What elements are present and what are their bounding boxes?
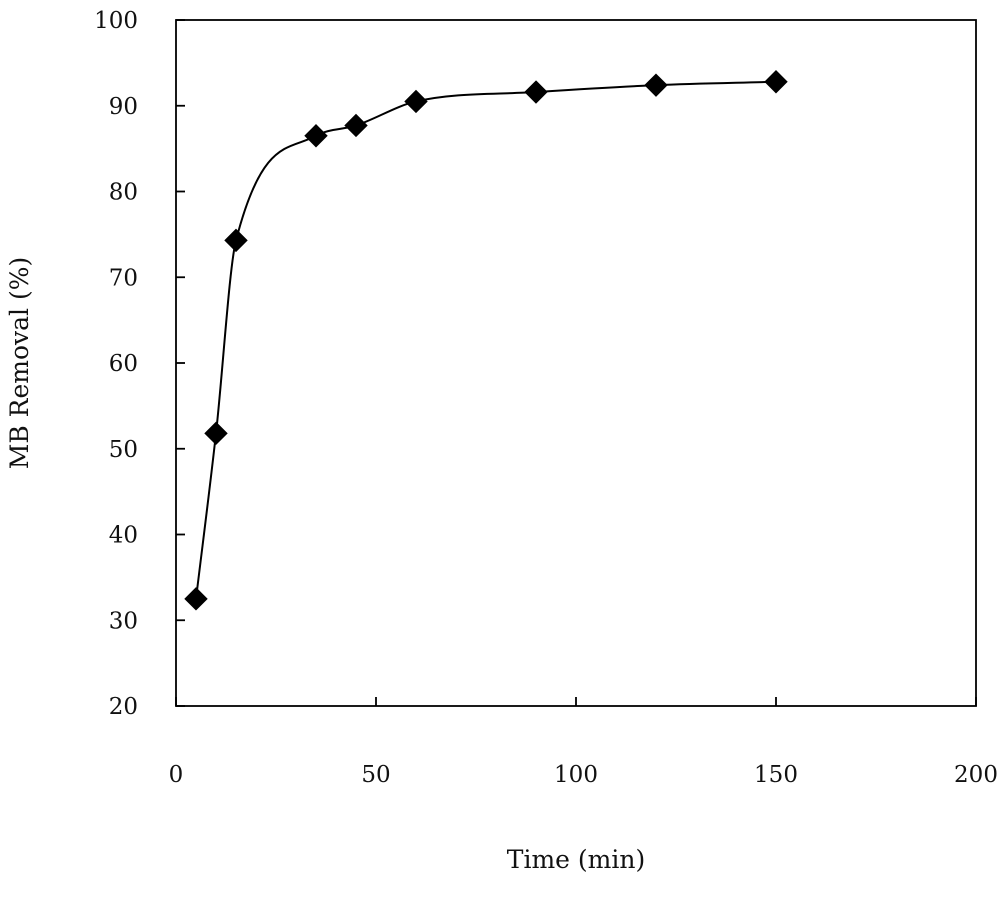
y-tick-label: 80 <box>109 180 138 206</box>
y-tick-label: 90 <box>109 94 138 120</box>
data-point-marker <box>524 80 548 104</box>
y-tick-label: 60 <box>109 351 138 377</box>
data-point-marker <box>764 70 788 94</box>
marker-layer <box>184 70 788 611</box>
y-tick-label: 20 <box>109 694 138 720</box>
x-axis-title: Time (min) <box>507 845 645 874</box>
data-point-marker <box>224 228 248 253</box>
y-tick-label: 70 <box>109 265 138 291</box>
y-tick-label: 40 <box>109 523 138 549</box>
curve-layer <box>195 80 777 599</box>
data-point-marker <box>344 113 368 138</box>
data-point-marker <box>644 73 668 97</box>
y-tick-label: 30 <box>109 608 138 634</box>
x-tick-label: 150 <box>754 762 798 788</box>
data-point-marker <box>404 89 428 114</box>
data-point-marker <box>184 587 208 611</box>
y-axis-title: MB Removal (%) <box>5 257 34 470</box>
x-tick-label: 100 <box>554 762 598 788</box>
data-point-marker <box>304 124 328 148</box>
plot-frame <box>175 19 977 707</box>
x-tick-label: 200 <box>954 762 998 788</box>
x-tick-label: 0 <box>169 762 184 788</box>
y-tick-label: 100 <box>94 8 138 34</box>
axes-layer <box>175 19 977 707</box>
series-line <box>195 80 777 599</box>
x-tick-label: 50 <box>361 762 390 788</box>
y-tick-label: 50 <box>109 437 138 463</box>
label-layer: 20 30 40 50 60 70 80 90 100 0 50 100 150 200 Time (min… <box>5 8 998 874</box>
data-point-marker <box>204 421 228 446</box>
